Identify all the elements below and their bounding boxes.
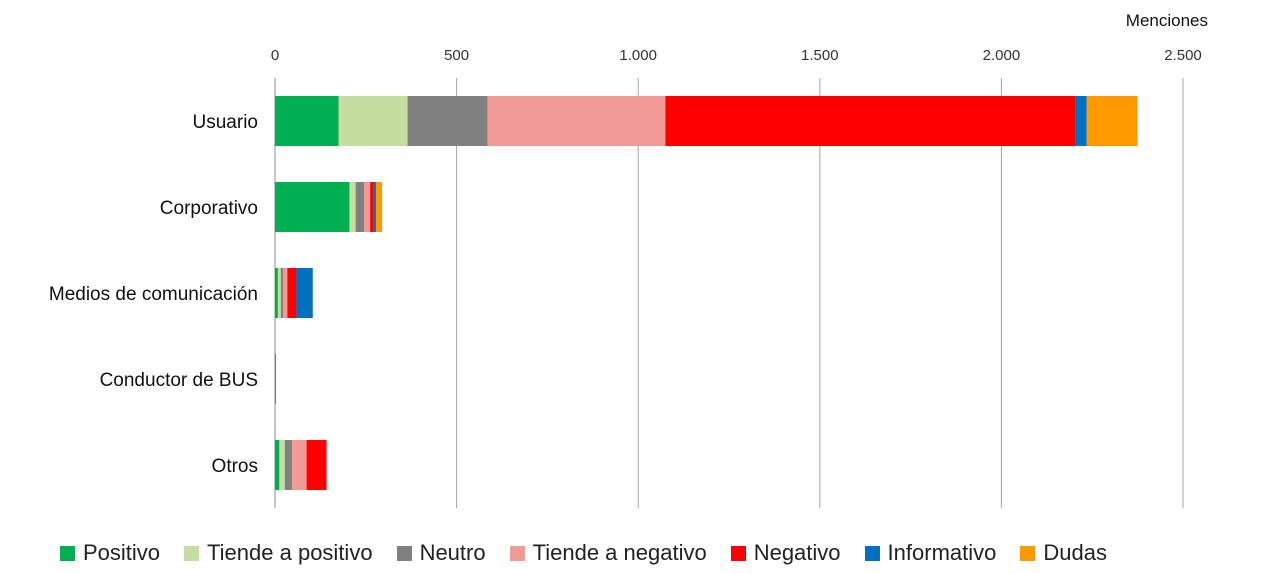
bar-segment: [370, 182, 374, 232]
category-label: Medios de comunicación: [49, 284, 258, 305]
legend-label: Negativo: [753, 540, 841, 565]
category-labels: Usuario Corporativo Medios de comunicación…: [49, 112, 258, 477]
legend-swatch: [864, 545, 880, 561]
bar-segment: [284, 440, 293, 490]
bar-segment: [355, 182, 364, 232]
legend-swatch: [1020, 545, 1036, 561]
bars: [275, 96, 1138, 490]
bar-segment: [306, 440, 327, 490]
bar-segment: [349, 182, 356, 232]
x-axis-title: Menciones: [1126, 11, 1208, 30]
legend-item: Informativo: [864, 540, 997, 566]
legend-label: Positivo: [83, 540, 161, 565]
legend-label: Dudas: [1043, 540, 1107, 565]
bar-segment: [280, 268, 283, 318]
legend-item: Dudas: [1020, 540, 1107, 566]
category-label: Corporativo: [160, 198, 258, 219]
legend-swatch: [396, 545, 412, 561]
legend-item: Negativo: [730, 540, 841, 566]
legend-item: Tiende a positivo: [184, 540, 373, 566]
legend-label: Informativo: [887, 540, 997, 565]
bar-segment: [277, 268, 281, 318]
x-tick-label: 1.500: [801, 47, 839, 64]
bar-segment: [287, 268, 297, 318]
x-tick-labels: 0 500 1.000 1.500 2.000 2.500: [271, 47, 1202, 64]
bar-segment: [275, 440, 280, 490]
x-tick-label: 1.000: [619, 47, 657, 64]
legend-item: Positivo: [60, 540, 160, 566]
bar-segment: [275, 354, 277, 404]
legend-label: Tiende a positivo: [207, 540, 373, 565]
x-tick-label: 2.500: [1164, 47, 1202, 64]
bar-segment: [375, 182, 383, 232]
bar-segment: [487, 96, 666, 146]
legend-swatch: [184, 545, 200, 561]
x-tick-label: 0: [271, 47, 279, 64]
legend-item: Tiende a negativo: [509, 540, 707, 566]
bar-segment: [275, 96, 339, 146]
bar-segment: [275, 268, 278, 318]
bar-segment: [282, 268, 288, 318]
bar-segment: [665, 96, 1076, 146]
bar-segment: [275, 182, 350, 232]
bar-segment: [292, 440, 307, 490]
x-tick-label: 500: [444, 47, 469, 64]
legend-swatch: [509, 545, 525, 561]
bar-segment: [279, 440, 285, 490]
category-label: Otros: [212, 456, 258, 477]
category-label: Conductor de BUS: [100, 370, 258, 391]
bar-segment: [338, 96, 408, 146]
bar-segment: [407, 96, 488, 146]
legend-label: Neutro: [419, 540, 486, 565]
bar-segment: [363, 182, 371, 232]
legend-swatch: [730, 545, 746, 561]
bar-segment: [373, 182, 376, 232]
legend-label: Tiende a negativo: [532, 540, 707, 565]
bar-segment: [1086, 96, 1138, 146]
bar-segment: [1075, 96, 1087, 146]
gridlines: [274, 78, 1184, 508]
legend-swatch: [60, 545, 75, 561]
category-label: Usuario: [193, 112, 258, 133]
stacked-bar-chart: 0 500 1.000 1.500 2.000 2.500 Usuario Corporat…: [49, 11, 1208, 508]
bar-segment: [296, 268, 313, 318]
legend: Positivo Tiende a positivo Neutro Tiende a …: [60, 540, 1287, 566]
legend-item: Neutro: [396, 540, 486, 566]
x-tick-label: 2.000: [983, 47, 1021, 64]
